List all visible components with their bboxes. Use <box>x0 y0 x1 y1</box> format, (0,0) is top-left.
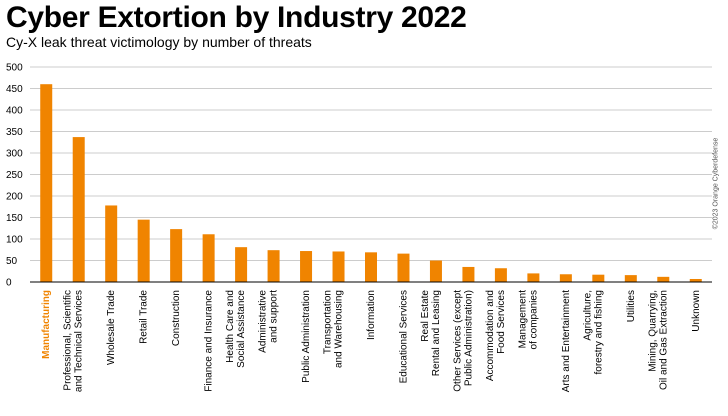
x-tick-label: Mining, Quarrying,Oil and Gas Extraction <box>647 290 669 390</box>
bar <box>235 247 248 282</box>
y-tick-label: 500 <box>6 63 23 74</box>
x-tick-label: Finance and Insurance <box>204 290 215 392</box>
bar <box>429 260 442 282</box>
bar <box>559 274 572 282</box>
y-tick-label: 450 <box>6 84 23 95</box>
bar <box>332 251 345 282</box>
x-tick-label: Information <box>366 290 377 340</box>
y-tick-label: 400 <box>6 106 23 117</box>
x-tick-label: Accommodation andFood Services <box>485 290 507 381</box>
bar <box>494 268 507 282</box>
bar <box>365 252 377 282</box>
x-tick-label: Unknown <box>691 290 702 332</box>
x-tick-label: Wholesale Trade <box>106 290 117 365</box>
x-tick-label: Construction <box>171 290 182 346</box>
bar <box>105 205 118 282</box>
bar <box>527 273 540 282</box>
chart-title: Cyber Extortion by Industry 2022 <box>6 1 467 34</box>
bar <box>170 229 183 282</box>
y-tick-label: 100 <box>6 235 23 246</box>
bar <box>202 234 215 282</box>
y-tick-label: 300 <box>6 149 23 160</box>
x-tick-label: Arts and Entertainment <box>561 290 572 392</box>
y-tick-label: 350 <box>6 127 23 138</box>
bar <box>72 137 85 282</box>
y-tick-label: 200 <box>6 192 23 203</box>
x-tick-label: Public Administration <box>301 290 312 383</box>
bar <box>689 278 702 282</box>
y-tick-label: 0 <box>6 278 12 289</box>
bar <box>592 274 605 282</box>
bar <box>657 276 670 282</box>
x-tick-label: Other Services (exceptPublic Administrat… <box>452 290 474 392</box>
x-tick-label: Managementof companies <box>517 290 539 350</box>
x-tick-label: Real EstateRental and Leasing <box>420 290 442 377</box>
bar <box>137 219 150 282</box>
x-tick-label: Health Care andSocial Assistance <box>225 290 247 368</box>
bar <box>624 275 637 282</box>
bar <box>397 253 410 282</box>
y-tick-label: 150 <box>6 213 23 224</box>
x-tick-label: Educational Services <box>398 290 409 383</box>
bar <box>267 250 280 282</box>
x-tick-label: Agriculture,forestry and fishing <box>582 290 604 375</box>
x-tick-label: Transportationand Warehousing <box>323 290 345 368</box>
y-tick-label: 50 <box>6 256 18 267</box>
x-tick-label: Utilities <box>626 290 637 322</box>
bar <box>40 84 53 282</box>
y-tick-label: 250 <box>6 170 23 181</box>
bar <box>300 251 313 282</box>
x-tick-label: Manufacturing <box>41 290 52 359</box>
x-tick-label: Administrativeand support <box>258 290 280 353</box>
chart-subtitle: Cy-X leak threat victimology by number o… <box>6 34 312 50</box>
x-tick-label: Retail Trade <box>139 290 150 344</box>
x-tick-label: Professional, Scientificand Technical Se… <box>63 290 85 392</box>
bar <box>462 266 475 282</box>
